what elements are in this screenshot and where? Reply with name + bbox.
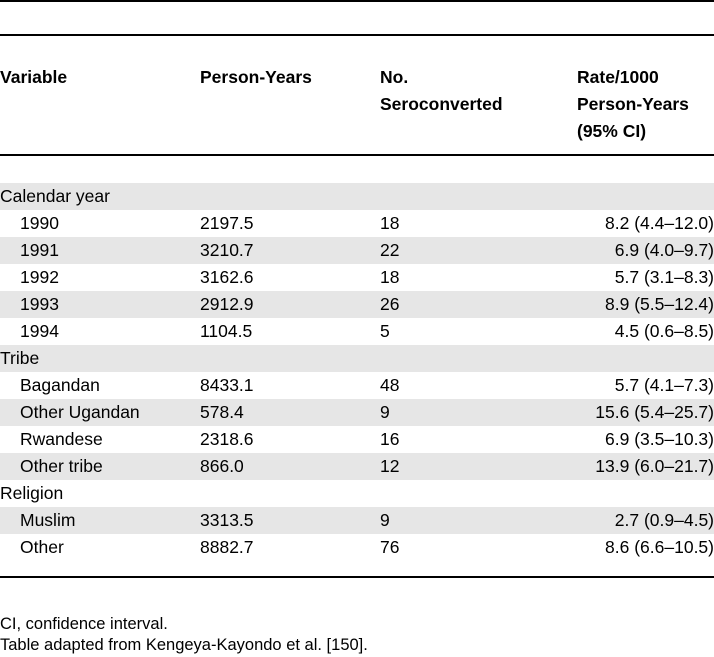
table-row: Rwandese 2318.6 16 6.9 (3.5–10.3): [0, 426, 714, 453]
header-variable: Variable: [0, 64, 67, 91]
table-row: Bagandan 8433.1 48 5.7 (4.1–7.3): [0, 372, 714, 399]
cell-seroconverted: 18: [380, 213, 400, 233]
cell-person-years: 578.4: [200, 402, 244, 422]
cell-person-years: 2318.6: [200, 429, 254, 449]
header-rate-line2: Person-Years: [577, 94, 689, 114]
cell-variable: 1990: [20, 213, 59, 233]
cell-seroconverted: 22: [380, 240, 400, 260]
table-row: Other tribe 866.0 12 13.9 (6.0–21.7): [0, 453, 714, 480]
cell-variable: 1992: [20, 267, 59, 287]
cell-rate: 5.7 (3.1–8.3): [614, 267, 714, 287]
cell-seroconverted: 16: [380, 429, 400, 449]
cell-variable: 1991: [20, 240, 59, 260]
header-seroconverted-line2: Seroconverted: [380, 94, 503, 114]
cell-person-years: 2912.9: [200, 294, 254, 314]
header-rate-line3: (95% CI): [577, 121, 647, 141]
cell-variable: 1994: [20, 321, 59, 341]
cell-rate: 5.7 (4.1–7.3): [614, 375, 714, 395]
header-variable-text: Variable: [0, 67, 68, 87]
cell-rate: 15.6 (5.4–25.7): [595, 402, 714, 422]
cell-person-years: 3162.6: [200, 267, 254, 287]
cell-person-years: 1104.5: [200, 321, 253, 341]
cell-person-years: 3313.5: [200, 510, 254, 530]
header-rate: Rate/1000 Person-Years (95% CI): [577, 64, 689, 145]
cell-seroconverted: 48: [380, 375, 400, 395]
table-row: 1991 3210.7 22 6.9 (4.0–9.7): [0, 237, 714, 264]
cell-variable: Other tribe: [20, 456, 103, 476]
table-row: 1992 3162.6 18 5.7 (3.1–8.3): [0, 264, 714, 291]
cell-rate: 4.5 (0.6–8.5): [614, 321, 714, 341]
header-rate-line1: Rate/1000: [577, 67, 659, 87]
cell-rate: 8.9 (5.5–12.4): [605, 294, 714, 314]
cell-rate: 6.9 (4.0–9.7): [614, 240, 714, 260]
cell-variable: Bagandan: [20, 375, 100, 395]
table-group-row: Calendar year: [0, 183, 714, 210]
table-row: 1990 2197.5 18 8.2 (4.4–12.0): [0, 210, 714, 237]
table-bottom-rule: [0, 576, 714, 578]
cell-variable: Religion: [0, 483, 64, 503]
cell-variable: Tribe: [0, 348, 40, 368]
header-top-rule: [0, 34, 714, 36]
cell-person-years: 8433.1: [200, 375, 254, 395]
cell-variable: 1993: [20, 294, 59, 314]
cell-seroconverted: 5: [380, 321, 390, 341]
cell-variable: Rwandese: [20, 429, 103, 449]
cell-rate: 8.6 (6.6–10.5): [605, 537, 714, 557]
table-row: Other 8882.7 76 8.6 (6.6–10.5): [0, 534, 714, 561]
table-row: Muslim 3313.5 9 2.7 (0.9–4.5): [0, 507, 714, 534]
header-seroconverted: No. Seroconverted: [380, 64, 503, 118]
cell-variable: Other Ugandan: [20, 402, 140, 422]
table-group-row: Tribe: [0, 345, 714, 372]
table-body: Calendar year 1990 2197.5 18 8.2 (4.4–12.0) 1…: [0, 183, 714, 561]
cell-seroconverted: 26: [380, 294, 400, 314]
header-person-years-text: Person-Years: [200, 67, 312, 87]
cell-seroconverted: 9: [380, 402, 390, 422]
table-row: 1994 1104.5 5 4.5 (0.6–8.5): [0, 318, 714, 345]
cell-rate: 6.9 (3.5–10.3): [605, 429, 714, 449]
cell-person-years: 2197.5: [200, 213, 254, 233]
cell-person-years: 8882.7: [200, 537, 254, 557]
header-seroconverted-line1: No.: [380, 67, 409, 87]
footnote-source: Table adapted from Kengeya-Kayondo et al…: [0, 636, 368, 654]
cell-rate: 13.9 (6.0–21.7): [595, 456, 714, 476]
cell-variable: Other: [20, 537, 64, 557]
cell-variable: Muslim: [20, 510, 76, 530]
cell-person-years: 3210.7: [200, 240, 254, 260]
cell-seroconverted: 12: [380, 456, 400, 476]
cell-rate: 8.2 (4.4–12.0): [605, 213, 714, 233]
cell-person-years: 866.0: [200, 456, 244, 476]
header-bottom-rule: [0, 154, 714, 156]
table-group-row: Religion: [0, 480, 714, 507]
cell-seroconverted: 9: [380, 510, 390, 530]
cell-seroconverted: 18: [380, 267, 400, 287]
cell-seroconverted: 76: [380, 537, 400, 557]
cell-rate: 2.7 (0.9–4.5): [614, 510, 714, 530]
table-row: Other Ugandan 578.4 9 15.6 (5.4–25.7): [0, 399, 714, 426]
table-row: 1993 2912.9 26 8.9 (5.5–12.4): [0, 291, 714, 318]
footnote-abbreviation: CI, confidence interval.: [0, 615, 168, 633]
cell-variable: Calendar year: [0, 186, 110, 206]
header-person-years: Person-Years: [200, 64, 312, 91]
table-top-rule: [0, 0, 714, 2]
